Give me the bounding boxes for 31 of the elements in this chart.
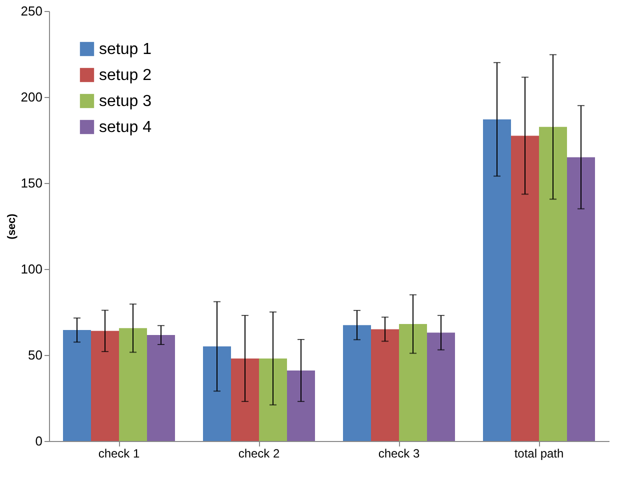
- y-tick-label: 150: [20, 176, 42, 190]
- bar: [539, 126, 567, 441]
- y-tick-label: 200: [20, 90, 42, 104]
- x-tick-label: total path: [514, 446, 564, 460]
- bar: [483, 119, 511, 441]
- legend-label: setup 4: [99, 119, 152, 136]
- y-tick-label: 50: [28, 348, 42, 362]
- bar: [231, 358, 259, 441]
- y-tick-label: 100: [20, 262, 42, 276]
- bar: [567, 157, 595, 441]
- bar: [203, 346, 231, 441]
- bar: [63, 330, 91, 441]
- x-tick-label: check 1: [98, 446, 140, 460]
- bar: [259, 358, 287, 441]
- bar: [511, 136, 539, 441]
- x-tick-label: check 3: [378, 446, 420, 460]
- bar: [427, 332, 455, 441]
- bar: [287, 370, 315, 441]
- legend-label: setup 2: [99, 67, 152, 84]
- bar: [399, 324, 427, 441]
- legend-label: setup 1: [99, 41, 152, 58]
- x-tick-label: check 2: [238, 446, 280, 460]
- legend-label: setup 3: [99, 93, 152, 110]
- bar: [119, 328, 147, 441]
- y-tick-label: 250: [20, 4, 42, 18]
- bar: [91, 330, 119, 441]
- bar: [147, 335, 175, 441]
- bar: [343, 325, 371, 441]
- y-axis-title: (sec): [6, 213, 18, 240]
- y-tick-label: 0: [35, 434, 42, 448]
- bar: [371, 329, 399, 441]
